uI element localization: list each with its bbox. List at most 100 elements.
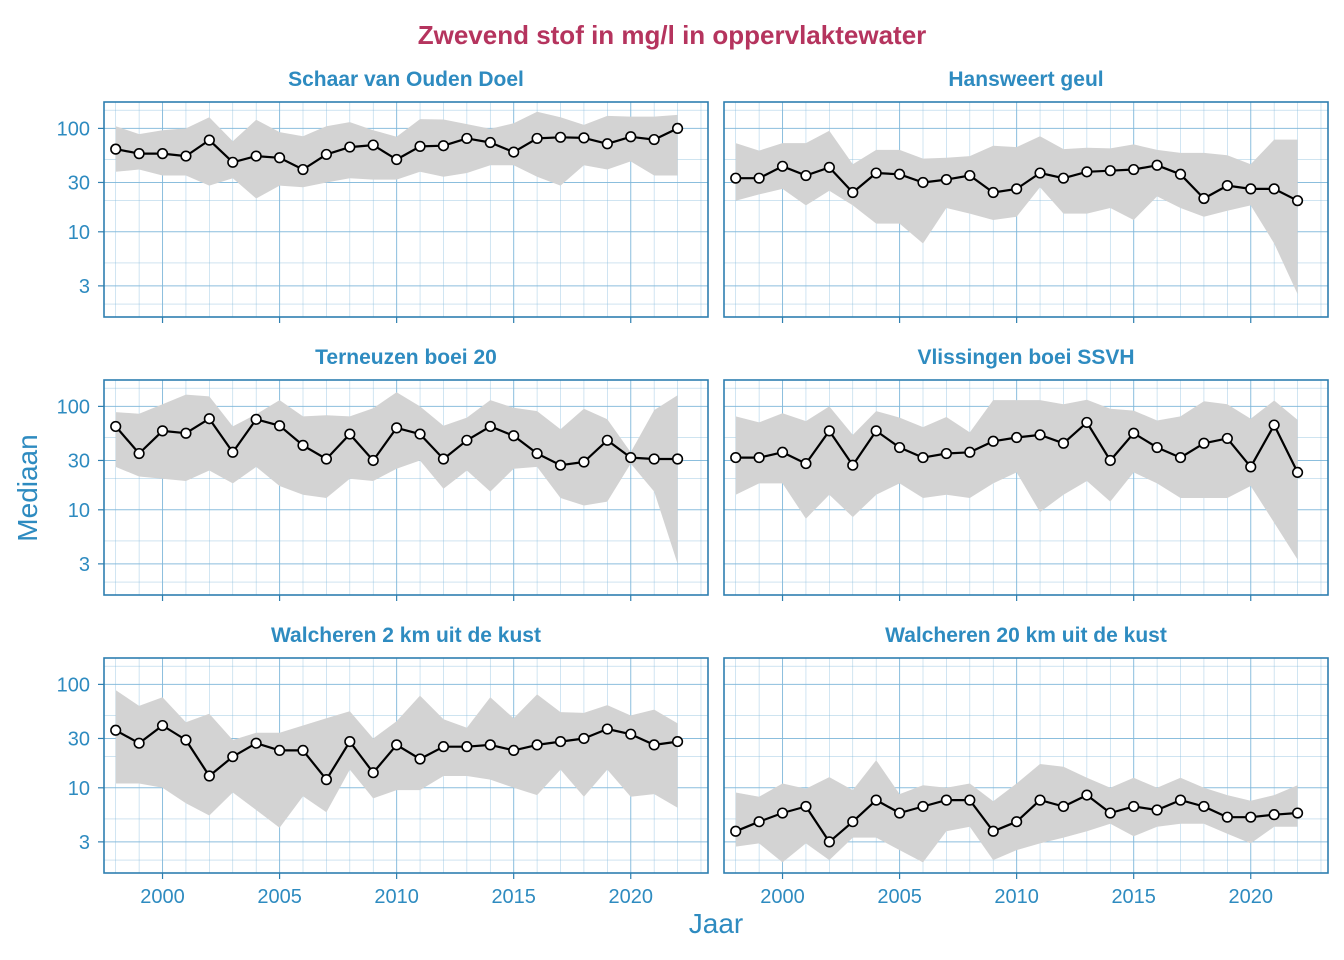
panel-3-border	[103, 379, 709, 596]
panel-1-point	[484, 136, 496, 149]
panel-3-point	[227, 446, 239, 458]
panel-3-point	[367, 454, 379, 467]
panel-5-point	[601, 723, 613, 735]
panel-5-point	[531, 739, 543, 751]
panel-5-point	[508, 744, 520, 756]
panel-4-point	[753, 451, 765, 464]
panel-5-point	[578, 732, 590, 745]
panel-3-title: Terneuzen boei 20	[315, 346, 497, 369]
panel-6-point	[1081, 789, 1093, 801]
panel-1-point	[437, 140, 450, 152]
panel-1-point	[508, 146, 520, 158]
panel-4-point	[917, 451, 929, 464]
panel-6-ribbon	[735, 760, 1298, 863]
panel-6-grid	[724, 658, 1328, 873]
panel-5-point	[110, 724, 122, 736]
panel-5-y-tick-label: 100	[57, 674, 90, 696]
panel-4-point	[987, 435, 999, 447]
panel-2-point	[1268, 183, 1280, 195]
panel-6-point	[776, 807, 789, 819]
panel-4-point	[776, 446, 789, 458]
panel-6-point	[964, 794, 976, 806]
panel-3-point	[273, 420, 286, 432]
panel-5-point	[203, 770, 215, 782]
panel-1-point	[180, 150, 192, 162]
panel-3: Terneuzen boei 20 3 10 30 100	[57, 346, 709, 601]
panel-6-x-tick-label: 2005	[877, 886, 922, 908]
panel-2-point	[1245, 183, 1257, 195]
panel-6-point	[1221, 811, 1233, 823]
panel-1-point	[461, 132, 473, 145]
panel-5-x-tick-label: 2000	[140, 886, 185, 908]
panel-5-border	[103, 657, 709, 874]
panel-3-point	[531, 447, 543, 460]
panel-1-point	[367, 139, 379, 151]
panel-5-point	[133, 737, 145, 749]
panel-2-point	[893, 168, 906, 180]
panel-2-point	[940, 173, 953, 186]
panel-6-x-tick-label: 2010	[994, 886, 1039, 908]
panel-6-x-tick-label: 2020	[1228, 886, 1273, 908]
panel-4-point	[964, 446, 976, 458]
panel-2-point	[987, 186, 999, 199]
panel-6-x-tick-label: 2000	[760, 886, 805, 908]
panel-5-point	[671, 735, 684, 748]
panel-4-border	[723, 379, 1329, 596]
panel-3-point	[180, 427, 192, 439]
panel-3-y-tick-label: 10	[68, 500, 90, 522]
panel-3-point	[625, 451, 637, 464]
panel-4-ribbon	[735, 399, 1298, 560]
panel-6-point	[847, 816, 859, 828]
panel-2-point	[753, 172, 765, 184]
panel-6-x-tick-label: 2015	[1111, 886, 1156, 908]
panel-6-point	[1198, 800, 1210, 813]
panel-4: Vlissingen boei SSVH	[723, 346, 1329, 601]
y-axis-label: Mediaan	[12, 434, 43, 542]
panel-1-point	[227, 156, 239, 168]
panel-5-x-tick-label: 2010	[374, 886, 419, 908]
panel-5-point	[648, 739, 660, 751]
panel-3-point	[437, 453, 450, 465]
panel-2-point	[964, 169, 976, 182]
panel-2-point	[870, 167, 882, 179]
panel-3-point	[110, 420, 122, 433]
panel-3-ribbon	[115, 392, 678, 564]
panel-4-point	[800, 457, 812, 470]
panel-1-y-tick-label: 10	[68, 222, 90, 244]
panel-6-point	[753, 816, 765, 828]
x-axis-label: Jaar	[688, 908, 744, 939]
panel-1-point	[531, 132, 543, 145]
panel-4-point	[1245, 461, 1257, 473]
panel-1-point	[391, 153, 403, 166]
panel-3-y-tick-label: 3	[79, 554, 90, 576]
panel-6-point	[1128, 800, 1140, 813]
panel-6: Walcheren 20 km uit de kust 2000 2005 2010 2…	[723, 624, 1329, 908]
chart-title: Zwevend stof in mg/l in oppervlaktewater	[417, 20, 927, 50]
panel-4-point	[1221, 432, 1233, 445]
panel-4-point	[1174, 451, 1187, 464]
panel-5: Walcheren 2 km uit de kust 3 10 30 100 2000 20…	[57, 624, 709, 908]
panel-5-point	[367, 767, 379, 779]
panel-5-point	[391, 739, 403, 751]
panel-3-point	[648, 453, 660, 465]
panel-1-point	[297, 163, 309, 176]
panel-3-point	[344, 428, 356, 440]
panel-5-point	[461, 741, 473, 753]
panel-3-point	[554, 459, 567, 471]
panel-6-point	[1245, 811, 1257, 823]
panel-6-point	[823, 836, 835, 848]
panel-3-point	[133, 447, 145, 460]
panel-4-point	[1081, 416, 1093, 429]
panel-1-y-tick-label: 3	[79, 276, 90, 298]
panel-2: Hansweert geul	[723, 68, 1329, 323]
panel-2-point	[1011, 183, 1023, 195]
panel-5-point	[180, 734, 192, 746]
panel-1-point	[671, 122, 684, 134]
panel-1-y-tick-label: 100	[57, 118, 90, 140]
panel-2-point	[1034, 167, 1046, 179]
panel-3-y-tick-label: 30	[68, 450, 90, 472]
panel-1-point	[320, 148, 333, 161]
panel-1-point	[203, 134, 215, 146]
